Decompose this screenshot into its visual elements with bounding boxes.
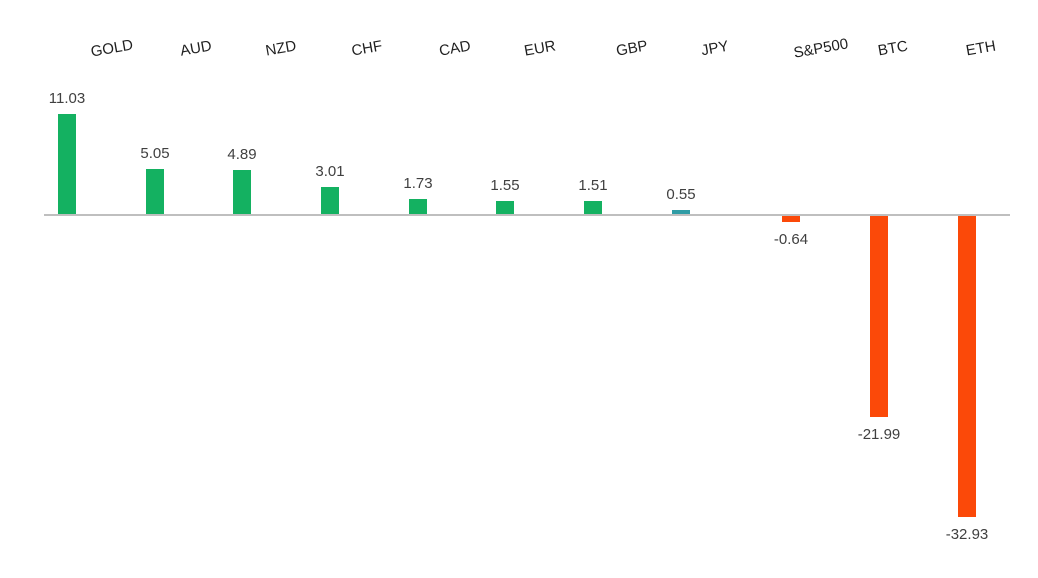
value-label-eth: -32.93 — [945, 526, 989, 543]
value-label-chf: 3.01 — [315, 163, 345, 180]
bar-gbp — [584, 201, 602, 215]
value-label-eur: 1.55 — [490, 177, 520, 194]
bar-chf — [321, 187, 339, 215]
value-label-jpy: 0.55 — [666, 186, 696, 203]
value-label-sp500: -0.64 — [773, 231, 809, 248]
bar-eth — [958, 216, 976, 517]
value-label-cad: 1.73 — [403, 175, 433, 192]
zero-axis-line — [44, 214, 1010, 216]
bar-sp500 — [782, 216, 800, 222]
value-label-gold: 11.03 — [48, 90, 86, 107]
bar-eur — [496, 201, 514, 215]
value-label-gbp: 1.51 — [578, 177, 608, 194]
value-label-btc: -21.99 — [857, 426, 901, 443]
bar-nzd — [233, 170, 251, 215]
value-label-aud: 5.05 — [140, 145, 170, 162]
bar-gold — [58, 114, 76, 215]
bar-btc — [870, 216, 888, 417]
bar-jpy — [672, 210, 690, 215]
value-label-nzd: 4.89 — [227, 146, 257, 163]
bar-cad — [409, 199, 427, 215]
bar-aud — [146, 169, 164, 215]
